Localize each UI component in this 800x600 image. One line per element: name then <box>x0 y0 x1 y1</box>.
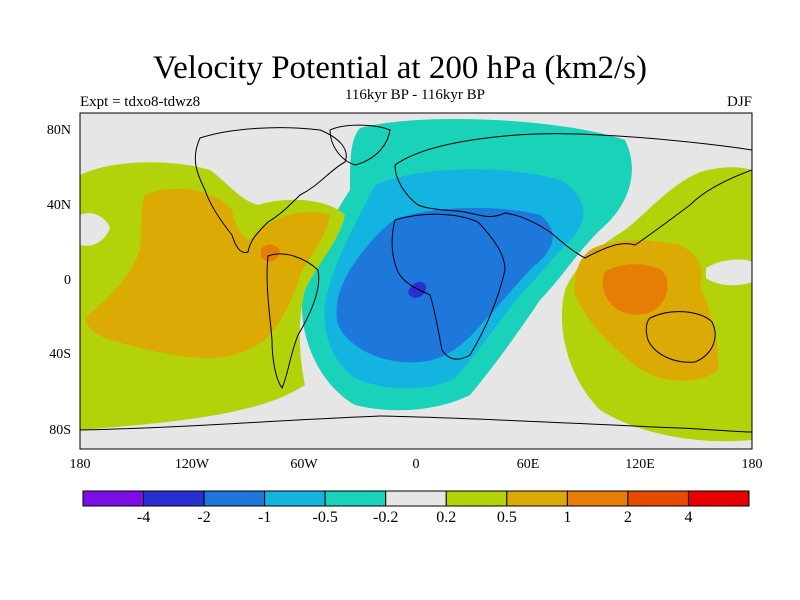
colorbar-tick-label: -4 <box>136 509 151 526</box>
lat-label-40s: 40S <box>49 347 71 362</box>
colorbar-swatch <box>566 490 629 507</box>
coastline-eurasia <box>394 133 752 259</box>
colorbar-swatch <box>385 490 447 507</box>
colorbar-tick-label: 4 <box>684 509 693 526</box>
colorbar-swatch <box>143 490 205 507</box>
contour-pos-1-west <box>260 244 280 262</box>
contour-neg-2 <box>408 281 427 298</box>
colorbar-tick-label: 0.5 <box>496 509 517 526</box>
season-label: DJF <box>726 94 752 110</box>
lon-label-180e: 180 <box>741 457 763 472</box>
coastline-antarctica <box>80 415 752 433</box>
colorbar-tick-label: 1 <box>563 509 572 526</box>
experiment-label: Expt = tdxo8-tdwz8 <box>80 94 201 110</box>
colorbar-swatch <box>627 490 689 507</box>
lon-label-0: 0 <box>412 457 420 472</box>
colorbar <box>82 490 750 507</box>
colorbar-tick-label: -2 <box>197 509 211 526</box>
lat-label-80n: 80N <box>46 123 71 138</box>
contour-pos-05-west <box>85 188 330 359</box>
coastline-australia <box>645 311 716 363</box>
coastline-greenland <box>329 124 391 166</box>
lon-label-120w: 120W <box>174 457 210 472</box>
lon-label-60w: 60W <box>290 457 318 472</box>
colorbar-tick-label: 0.2 <box>436 509 457 526</box>
lat-label-0: 0 <box>64 273 71 288</box>
colorbar-swatch <box>687 490 750 507</box>
colorbar-swatch <box>445 490 508 507</box>
colorbar-tick-label: -0.5 <box>312 509 338 526</box>
colorbar-tick-label: 2 <box>623 509 632 526</box>
coastlines <box>80 124 752 433</box>
coastline-south-america <box>266 253 320 389</box>
contour-pos-1-east <box>602 264 668 315</box>
lon-label-60e: 60E <box>516 457 540 472</box>
lon-label-120e: 120E <box>625 457 655 472</box>
colorbar-swatch <box>82 490 145 507</box>
colorbar-swatch <box>203 490 266 507</box>
coastline-africa <box>391 213 506 360</box>
colorbar-tick-label: -1 <box>257 509 272 526</box>
map-frame <box>79 112 753 450</box>
colorbar-swatch <box>264 490 326 507</box>
lat-label-80s: 80S <box>49 423 71 438</box>
colorbar-swatch <box>324 490 387 507</box>
colorbar-swatch <box>506 490 568 507</box>
plot-title: Velocity Potential at 200 hPa (km2/s) <box>152 50 648 86</box>
colorbar-tick-label: -0.2 <box>373 509 399 526</box>
plot-subtitle: 116kyr BP - 116kyr BP <box>344 87 485 103</box>
contour-neg-1 <box>336 207 553 363</box>
contour-zero-patch-east <box>706 259 752 286</box>
lon-label-180w: 180 <box>69 457 91 472</box>
lat-label-40n: 40N <box>46 198 71 213</box>
coastline-north-america <box>194 127 347 254</box>
contour-zero-patch-pacific <box>80 213 110 246</box>
